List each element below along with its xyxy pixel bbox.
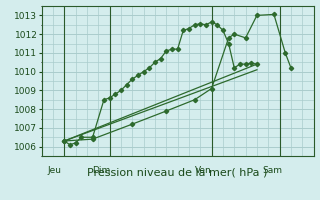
Text: Dim: Dim [92, 166, 111, 175]
Text: Jeu: Jeu [47, 166, 61, 175]
Text: Ven: Ven [195, 166, 211, 175]
X-axis label: Pression niveau de la mer( hPa ): Pression niveau de la mer( hPa ) [87, 167, 268, 177]
Text: Sam: Sam [263, 166, 283, 175]
